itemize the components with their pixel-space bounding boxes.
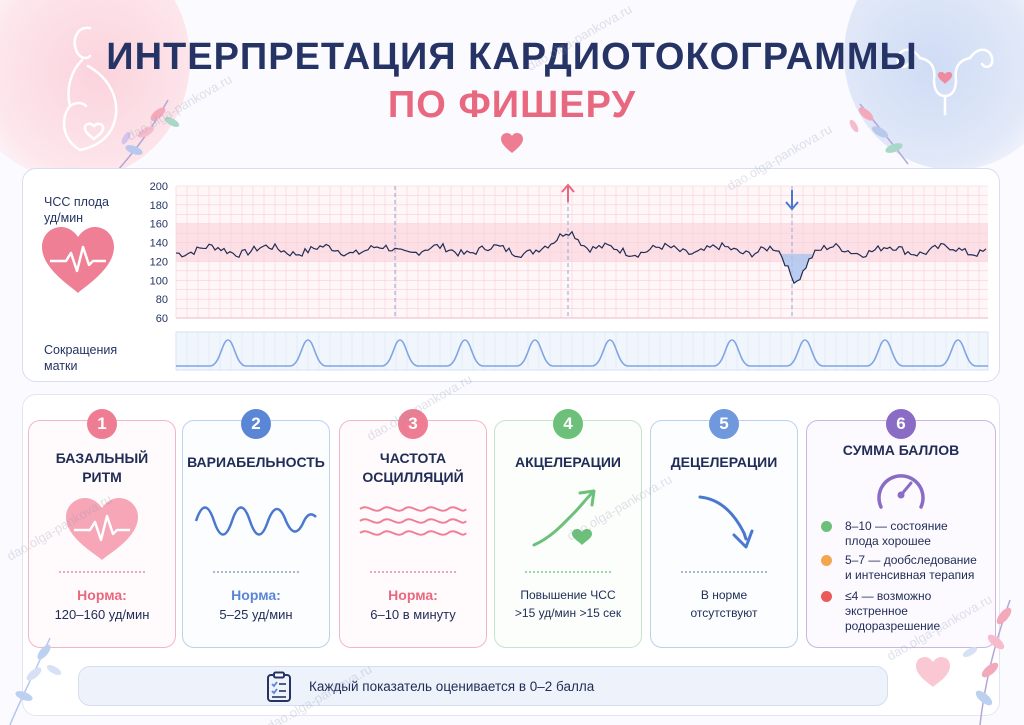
- oscillation-wave-icon: [340, 501, 486, 546]
- rising-arrow-icon: [495, 487, 641, 558]
- card-number: 2: [241, 409, 271, 439]
- legend-text: экстренное: [845, 604, 908, 618]
- y-tick-label: 120: [150, 256, 168, 268]
- deceleration-area: [778, 251, 812, 284]
- legend-text: плода хорошее: [845, 534, 931, 548]
- pregnant-woman-icon: [62, 26, 118, 152]
- uc-trace: [176, 339, 988, 367]
- card-total-score: 6 СУММА БАЛЛОВ 8–10 — состояние плода хор…: [806, 409, 996, 648]
- norm-value: 120–160 уд/мин: [54, 607, 150, 622]
- acceleration-arrow-head: [561, 183, 575, 193]
- card-number: 4: [553, 409, 583, 439]
- card-description-line: отсутствуют: [690, 606, 758, 620]
- y-tick-label: 140: [150, 238, 168, 250]
- page-subtitle: ПО ФИШЕРУ: [387, 84, 637, 126]
- legend-text: 5–7 — дообследование: [845, 553, 977, 567]
- card-title: ДЕЦЕЛЕРАЦИИ: [670, 454, 778, 470]
- card-decelerations: 5 ДЕЦЕЛЕРАЦИИ В норме отсутствуют: [650, 409, 798, 648]
- card-title-line: РИТМ: [82, 469, 122, 485]
- norm-label: Норма:: [77, 587, 127, 603]
- y-tick-label: 200: [150, 181, 168, 193]
- leaves-decor-right: [849, 103, 909, 165]
- y-tick-label: 180: [150, 200, 168, 212]
- fhr-chart: 200 180 160 140 120 100 80 60: [150, 181, 988, 325]
- card-title-line: ОСЦИЛЛЯЦИЙ: [362, 469, 464, 485]
- card-title: ВАРИАБЕЛЬНОСТЬ: [187, 454, 325, 470]
- card-title: СУММА БАЛЛОВ: [842, 442, 960, 458]
- uc-label-2: матки: [44, 359, 78, 373]
- card-description-line: В норме: [700, 588, 748, 602]
- heart-monitor-icon: [42, 227, 114, 293]
- norm-value: 5–25 уд/мин: [219, 607, 293, 622]
- y-tick-label: 100: [150, 275, 168, 287]
- falling-arrow-icon: [651, 489, 797, 560]
- y-tick-label: 160: [150, 219, 168, 231]
- leaves-decor-bottom-left: [9, 637, 62, 725]
- divider: [681, 571, 767, 573]
- wave-icon: [183, 501, 329, 546]
- card-title: БАЗАЛЬНЫЙ РИТМ: [29, 449, 175, 487]
- uc-background: [175, 331, 989, 371]
- fhr-axis-label-2: уд/мин: [44, 211, 84, 225]
- heart-decor-icon: [916, 657, 950, 687]
- divider: [213, 571, 299, 573]
- y-tick-label: 80: [156, 294, 168, 306]
- card-number: 1: [87, 409, 117, 439]
- card-description-line: Повышение ЧСС: [520, 588, 616, 602]
- legend-text: 8–10 — состояние: [845, 519, 948, 533]
- legend-text: ≤4 — возможно: [845, 589, 932, 603]
- leaves-decor-left: [117, 99, 180, 171]
- footer-note: Каждый показатель оценивается в 0–2 балл…: [78, 666, 888, 706]
- fhr-trace: [175, 230, 987, 285]
- page-title: ИНТЕРПРЕТАЦИЯ КАРДИОТОКОГРАММЫ: [106, 36, 918, 78]
- card-number: 3: [398, 409, 428, 439]
- uc-label-1: Сокращения: [44, 343, 118, 357]
- card-title-line: БАЗАЛЬНЫЙ: [55, 450, 149, 466]
- card-title-line: ЧАСТОТА: [379, 450, 447, 466]
- green-dot-icon: [821, 521, 832, 532]
- card-description-line: >15 уд/мин >15 сек: [514, 606, 622, 620]
- card-baseline-rate: 1 БАЗАЛЬНЫЙ РИТМ Норма: 120–160 уд/мин: [28, 409, 176, 648]
- leaves-decor-bottom-right: [962, 599, 1012, 725]
- card-number: 6: [886, 409, 916, 439]
- footer-text: Каждый показатель оценивается в 0–2 балл…: [309, 679, 595, 694]
- divider: [525, 571, 611, 573]
- divider: [370, 571, 456, 573]
- card-title: ЧАСТОТА ОСЦИЛЛЯЦИЙ: [340, 449, 486, 487]
- card-title: АКЦЕЛЕРАЦИИ: [515, 454, 621, 470]
- card-number: 5: [709, 409, 739, 439]
- heart-icon: [501, 133, 523, 153]
- gauge-icon: [807, 465, 995, 520]
- norm-value: 6–10 в минуту: [370, 607, 456, 622]
- clipboard-checklist-icon: [267, 671, 291, 702]
- uterus-icon: [896, 48, 994, 116]
- uterine-contractions-chart: [175, 331, 989, 371]
- norm-label: Норма:: [388, 587, 438, 603]
- orange-dot-icon: [821, 555, 832, 566]
- norm-label: Норма:: [231, 587, 281, 603]
- legend-text: родоразрешение: [845, 619, 941, 633]
- heart-monitor-icon: [29, 496, 175, 567]
- deceleration-arrow-head: [785, 201, 799, 211]
- red-dot-icon: [821, 591, 832, 602]
- card-variability: 2 ВАРИАБЕЛЬНОСТЬ Норма: 5–25 уд/мин: [182, 409, 330, 648]
- y-tick-label: 60: [156, 313, 168, 325]
- fhr-axis-label-1: ЧСС плода: [44, 195, 109, 209]
- legend-text: и интенсивная терапия: [845, 568, 975, 582]
- card-accelerations: 4 АКЦЕЛЕРАЦИИ Повышение ЧСС >15 уд/мин >…: [494, 409, 642, 648]
- divider: [59, 571, 145, 573]
- card-oscillation-frequency: 3 ЧАСТОТА ОСЦИЛЛЯЦИЙ Норма: 6–10 в минуту: [339, 409, 487, 648]
